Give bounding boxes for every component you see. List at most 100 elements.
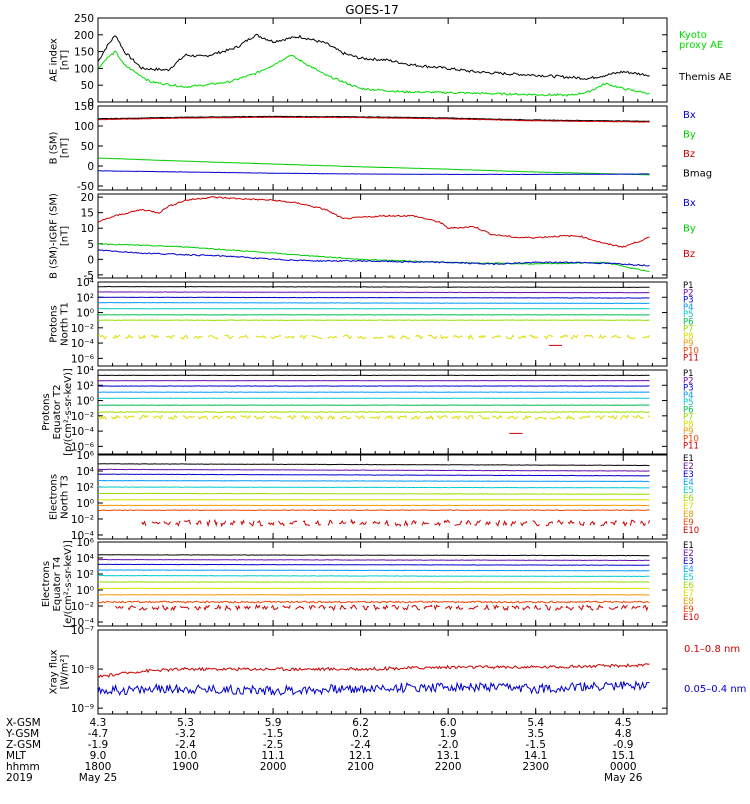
y-axis-label: [W/m²] [60,654,71,689]
legend-entry: proxy AE [679,40,723,51]
panel-frame [98,282,667,366]
series-e9 [98,510,650,511]
y-tick-label: 10⁻⁷ [71,625,94,637]
chart-title: GOES-17 [345,3,399,17]
ephemeris-value: 2100 [347,761,374,773]
y-axis-label: Protons [49,305,60,342]
legend-entry: Bx [683,198,696,209]
y-tick-label: 10² [76,292,94,304]
y-tick-label: 50 [81,141,94,153]
ephemeris-value: 2200 [435,761,462,773]
series-0-05-0-4-nm [98,681,650,695]
y-tick-label: 10⁰ [76,396,94,408]
series-group [98,464,650,526]
y-tick-label: 10⁴ [76,277,94,289]
panel-frame [98,106,667,190]
series-p8 [98,335,650,339]
y-axis-label: [p/(cm²-s-sr-keV)] [63,368,74,456]
ephemeris-value: 2000 [260,761,287,773]
y-tick-label: 150 [74,47,94,59]
legend-entry: Themis AE [678,72,732,83]
y-tick-label: 100 [74,63,94,75]
panel-frame [98,455,667,539]
y-axis-label: North T3 [60,475,71,519]
series-kyoto-proxy-ae [98,51,650,96]
y-tick-label: 10⁶ [76,537,94,549]
series-by [98,244,650,272]
y-tick-label: 10⁶ [76,450,94,462]
y-axis-label: North T1 [60,302,71,346]
y-tick-label: 10⁻⁸ [71,664,94,676]
y-axis-label: [nT] [60,226,71,246]
y-tick-label: 150 [74,101,94,113]
y-tick-label: 10² [76,482,94,494]
series-e3 [98,474,650,476]
legend-entry: Bmag [683,169,712,180]
series-e10 [116,605,650,610]
y-tick-label: 10 [81,223,94,235]
y-tick-label: 10⁻⁶ [71,353,94,365]
series-group [98,375,650,433]
y-tick-label: 10⁻² [71,514,94,526]
y-axis-label: [nT] [60,138,71,158]
series-e3 [98,564,650,565]
series-e2 [98,560,650,561]
series-p2 [98,292,650,293]
y-tick-label: 5 [87,239,94,251]
y-axis-label: [e/(cm²-s-sr-keV)] [63,540,74,628]
panel-frame [98,630,667,714]
legend: Bx By Bz [683,198,696,260]
y-axis-label: Equator T2 [52,385,63,440]
y-tick-label: 10⁴ [76,466,94,478]
y-axis-label: Electrons [41,561,52,607]
series-e5 [98,576,650,577]
y-axis-label: Xray flux [49,650,60,695]
series-group [98,287,650,346]
legend-entry: By [683,130,696,141]
ephemeris-value: 2300 [522,761,549,773]
y-tick-label: 10⁴ [76,365,94,377]
y-tick-label: 10⁻⁴ [71,338,94,350]
legend-entry: 0.05–0.4 nm [684,684,746,695]
y-tick-label: 10⁻² [71,323,94,335]
series-bz [98,117,650,122]
y-axis-label: B (SM) [49,131,60,164]
series-e4 [98,481,650,482]
y-tick-label: 10⁰ [76,308,94,320]
legend-entry: Bz [683,249,695,260]
legend-entry: Bx [683,110,696,121]
y-axis-label: B (SM)-IGRF (SM) [49,193,60,279]
ephemeris-value: May 26 [604,772,643,784]
series-0-1-0-8-nm [98,664,650,677]
legend-entry: By [683,223,696,234]
y-tick-label: 10⁻⁴ [71,426,94,438]
series-p8 [98,415,650,419]
legend: 0.1–0.8 nm0.05–0.4 nm [684,644,746,695]
series-group [98,664,650,695]
series-e5 [98,487,650,488]
series-group [98,197,650,272]
series-e4 [98,570,650,571]
series-by [98,158,650,175]
y-tick-label: 10⁻² [71,411,94,423]
y-tick-label: 250 [74,13,94,25]
y-tick-label: 100 [74,121,94,133]
y-tick-label: 10² [76,380,94,392]
legend-entry: P11 [683,442,699,452]
series-themis-ae [98,34,650,79]
series-p1 [98,287,650,288]
series-bz [98,197,650,248]
y-tick-label: 20 [81,192,94,204]
y-tick-label: 10⁻⁹ [71,703,94,715]
y-axis-label: [nT] [60,50,71,70]
